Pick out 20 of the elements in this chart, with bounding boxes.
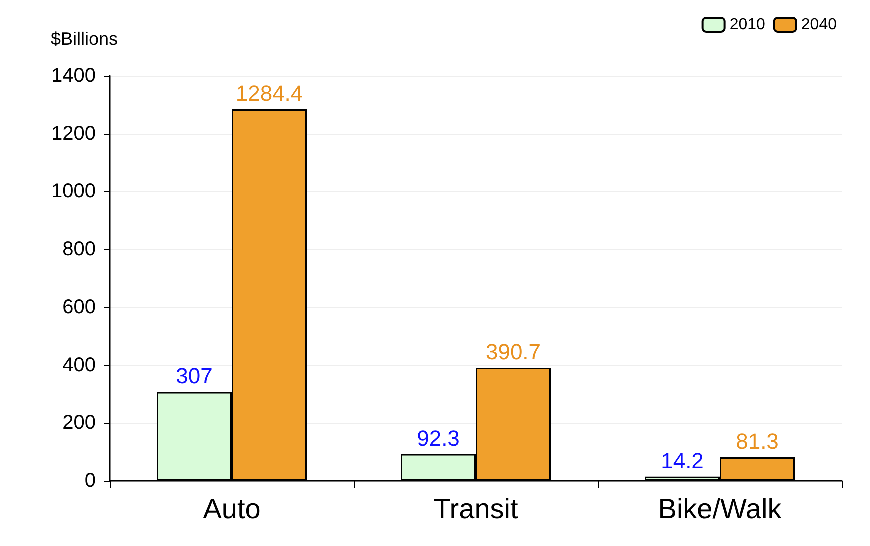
- data-label: 92.3: [417, 426, 460, 451]
- x-tick-label: Bike/Walk: [658, 494, 783, 524]
- y-tick-label: 800: [62, 238, 96, 261]
- x-tick-label: Auto: [203, 494, 261, 524]
- y-tick-label: 0: [84, 470, 96, 492]
- data-label: 1284.4: [236, 80, 304, 106]
- legend-label: 2040: [801, 16, 838, 34]
- y-tick-label: 600: [62, 296, 96, 318]
- data-label: 307: [176, 364, 213, 389]
- data-label: 14.2: [661, 448, 704, 474]
- y-axis-title: $Billions: [50, 29, 118, 49]
- x-tick-label: Transit: [434, 494, 518, 524]
- y-tick-label: 1400: [52, 65, 96, 87]
- data-label: 390.7: [486, 339, 542, 364]
- y-tick-label: 1200: [52, 122, 96, 145]
- legend-label: 2010: [730, 16, 766, 34]
- y-tick-label: 1000: [52, 180, 96, 203]
- y-tick-label: 200: [62, 412, 96, 434]
- data-label: 81.3: [736, 428, 779, 454]
- y-tick-label: 400: [62, 354, 96, 376]
